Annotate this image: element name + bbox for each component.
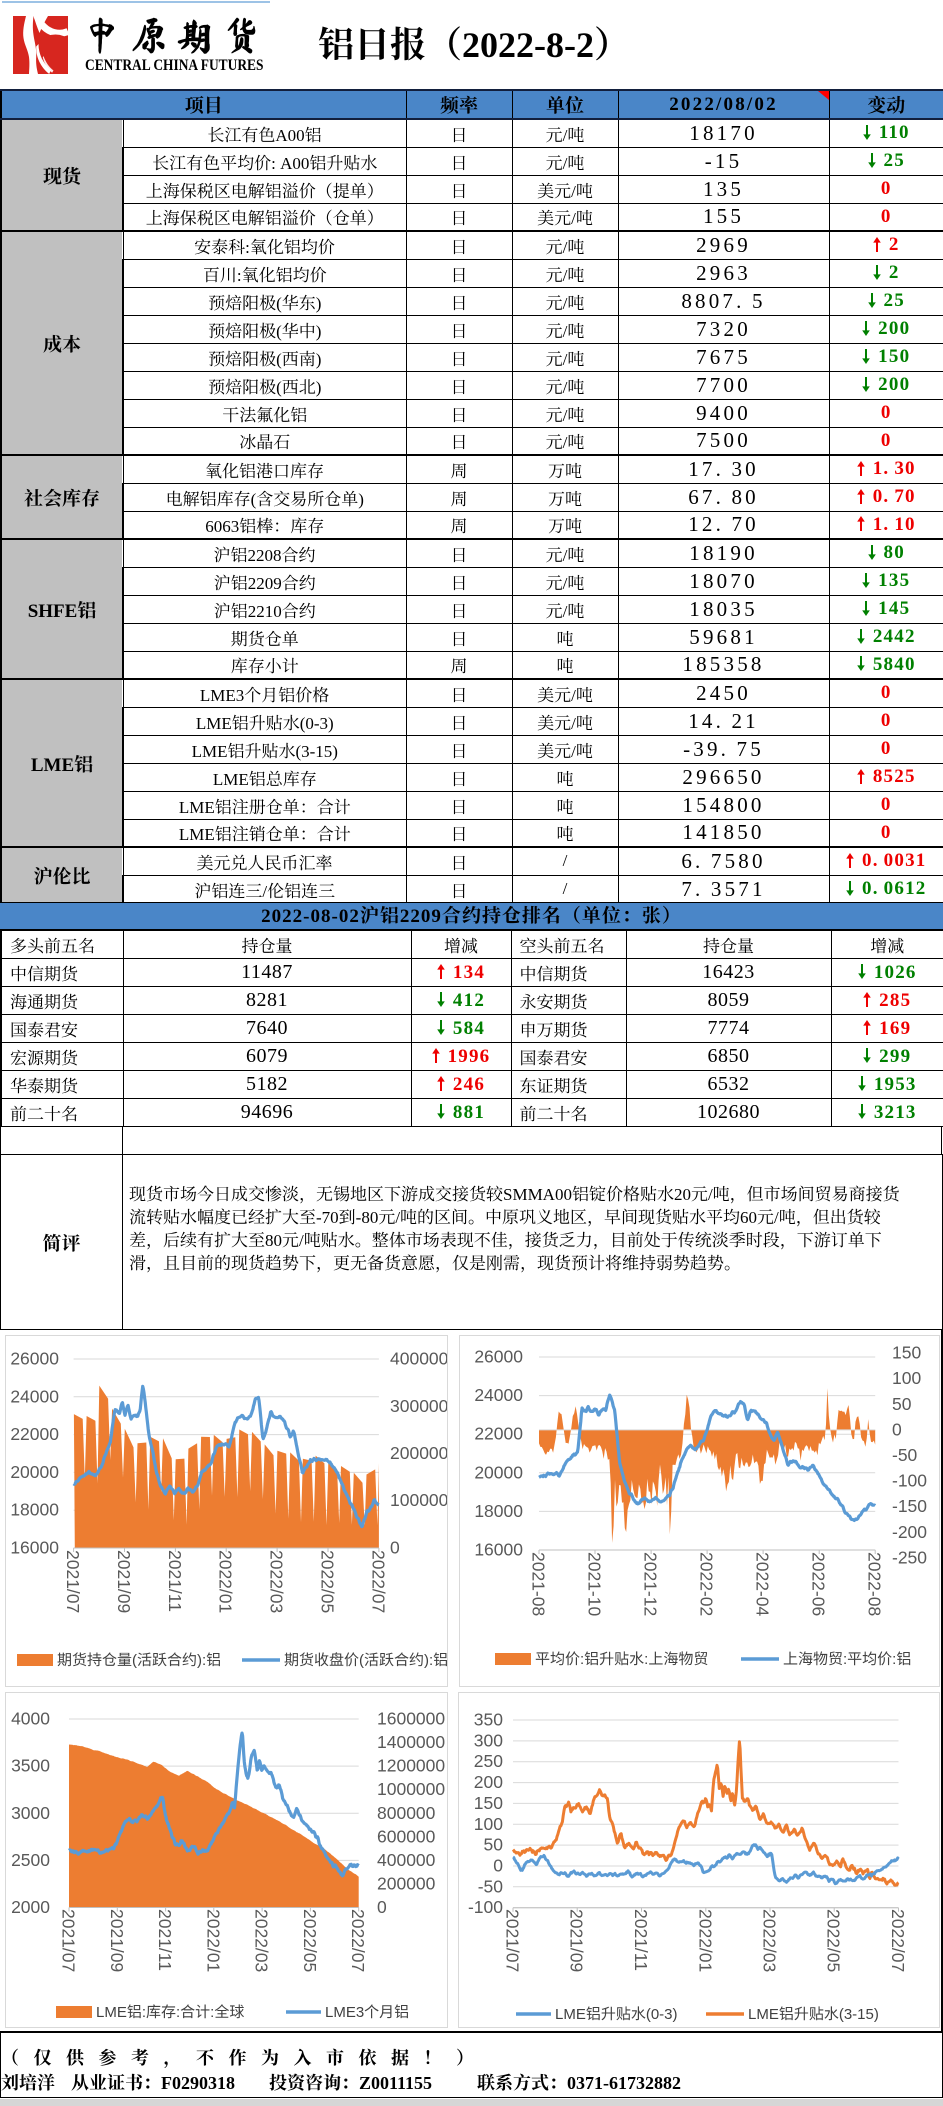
svg-text:-250: -250 (892, 1548, 927, 1568)
svg-text:400000: 400000 (377, 1850, 436, 1870)
svg-text:2022-02: 2022-02 (697, 1552, 717, 1616)
svg-text:100: 100 (474, 1814, 503, 1834)
svg-text:2021/09: 2021/09 (567, 1909, 587, 1972)
svg-text:-100: -100 (468, 1897, 503, 1917)
svg-text:18000: 18000 (474, 1501, 523, 1521)
svg-text:300000: 300000 (390, 1396, 448, 1416)
svg-text:2021/07: 2021/07 (503, 1909, 523, 1972)
svg-text:18000: 18000 (10, 1500, 59, 1520)
svg-text:150: 150 (892, 1343, 921, 1363)
svg-text:600000: 600000 (377, 1826, 436, 1846)
svg-text:平均价:铝升贴水:上海物贸: 平均价:铝升贴水:上海物贸 (535, 1651, 708, 1668)
svg-text:22000: 22000 (10, 1424, 59, 1444)
svg-text:1200000: 1200000 (377, 1756, 445, 1776)
svg-text:期货收盘价(活跃合约):铝: 期货收盘价(活跃合约):铝 (284, 1652, 448, 1669)
svg-text:2021/09: 2021/09 (114, 1550, 134, 1613)
svg-text:26000: 26000 (474, 1347, 523, 1367)
svg-text:2022-08: 2022-08 (865, 1552, 885, 1616)
svg-text:1000000: 1000000 (377, 1779, 445, 1799)
svg-text:350: 350 (474, 1710, 503, 1730)
svg-text:2022/07: 2022/07 (888, 1909, 908, 1972)
svg-text:2021/07: 2021/07 (63, 1550, 83, 1613)
svg-text:22000: 22000 (474, 1424, 523, 1444)
svg-text:2022/03: 2022/03 (252, 1909, 272, 1972)
svg-text:2022/03: 2022/03 (760, 1909, 780, 1972)
svg-text:2021/09: 2021/09 (107, 1909, 127, 1972)
svg-text:3000: 3000 (11, 1803, 50, 1823)
svg-text:20000: 20000 (474, 1462, 523, 1482)
svg-text:0: 0 (377, 1897, 387, 1917)
svg-text:16000: 16000 (474, 1540, 523, 1560)
svg-text:期货持仓量(活跃合约):铝: 期货持仓量(活跃合约):铝 (57, 1652, 221, 1669)
svg-text:2022/01: 2022/01 (216, 1550, 236, 1613)
svg-text:2022/05: 2022/05 (318, 1550, 338, 1613)
svg-text:2022/07: 2022/07 (368, 1550, 388, 1613)
svg-text:250: 250 (474, 1751, 503, 1771)
svg-text:-150: -150 (892, 1496, 927, 1516)
svg-text:2022-04: 2022-04 (753, 1552, 773, 1616)
svg-text:100: 100 (892, 1368, 921, 1388)
svg-text:400000: 400000 (390, 1349, 448, 1369)
svg-text:200: 200 (474, 1772, 503, 1792)
svg-text:2021-08: 2021-08 (529, 1552, 549, 1616)
svg-text:上海物贸:平均价:铝: 上海物贸:平均价:铝 (783, 1651, 911, 1668)
svg-text:2022/07: 2022/07 (348, 1909, 368, 1972)
svg-text:2021/07: 2021/07 (59, 1909, 79, 1972)
svg-text:2022/05: 2022/05 (300, 1909, 320, 1972)
svg-text:300: 300 (474, 1730, 503, 1750)
svg-text:800000: 800000 (377, 1803, 436, 1823)
svg-text:-200: -200 (892, 1522, 927, 1542)
svg-text:2022/05: 2022/05 (824, 1909, 844, 1972)
svg-text:24000: 24000 (474, 1385, 523, 1405)
svg-text:0: 0 (390, 1538, 400, 1558)
svg-text:100000: 100000 (390, 1490, 448, 1510)
svg-text:0: 0 (493, 1856, 503, 1876)
svg-text:-50: -50 (892, 1445, 918, 1465)
svg-text:2021-10: 2021-10 (585, 1552, 605, 1616)
svg-text:4000: 4000 (11, 1709, 50, 1729)
svg-text:2021-12: 2021-12 (641, 1552, 661, 1616)
svg-text:2022-06: 2022-06 (809, 1552, 829, 1616)
svg-text:20000: 20000 (10, 1462, 59, 1482)
svg-text:150: 150 (474, 1793, 503, 1813)
svg-text:-50: -50 (478, 1876, 504, 1896)
svg-text:50: 50 (892, 1394, 912, 1414)
svg-text:200000: 200000 (390, 1443, 448, 1463)
svg-text:LME铝升贴水(0-3): LME铝升贴水(0-3) (555, 2006, 678, 2023)
svg-text:3500: 3500 (11, 1756, 50, 1776)
svg-text:1600000: 1600000 (377, 1709, 445, 1729)
svg-text:-100: -100 (892, 1471, 927, 1491)
svg-text:2022/01: 2022/01 (203, 1909, 223, 1972)
svg-text:26000: 26000 (10, 1349, 59, 1369)
svg-text:2021/11: 2021/11 (155, 1909, 175, 1971)
svg-text:2022/01: 2022/01 (695, 1909, 715, 1972)
svg-text:1400000: 1400000 (377, 1732, 445, 1752)
svg-text:LME铝升贴水(3-15): LME铝升贴水(3-15) (748, 2006, 879, 2023)
svg-text:2000: 2000 (11, 1897, 50, 1917)
svg-text:LME铝:库存:合计:全球: LME铝:库存:合计:全球 (96, 2004, 244, 2021)
svg-text:LME3个月铝: LME3个月铝 (325, 2004, 409, 2021)
svg-text:0: 0 (892, 1419, 902, 1439)
svg-text:2021/11: 2021/11 (631, 1909, 651, 1971)
svg-text:50: 50 (484, 1835, 504, 1855)
svg-text:24000: 24000 (10, 1386, 59, 1406)
svg-text:2022/03: 2022/03 (267, 1550, 287, 1613)
svg-text:2021/11: 2021/11 (165, 1550, 185, 1612)
svg-text:2500: 2500 (11, 1850, 50, 1870)
svg-text:16000: 16000 (10, 1538, 59, 1558)
svg-text:200000: 200000 (377, 1873, 436, 1893)
